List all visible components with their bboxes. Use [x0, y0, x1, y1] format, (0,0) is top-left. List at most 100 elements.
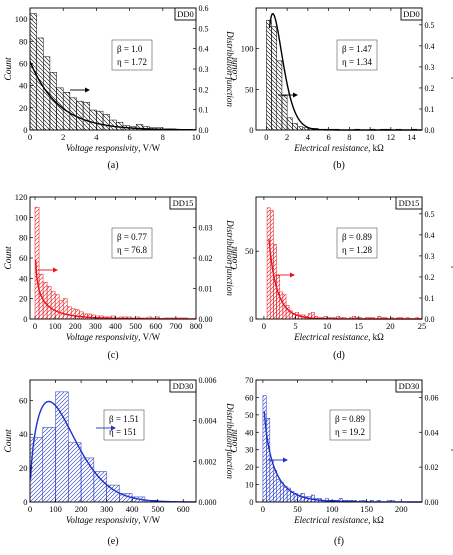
parameter-eta: η = 151	[109, 427, 137, 437]
x-tick-label: 700	[170, 321, 183, 331]
histogram-bar	[292, 123, 298, 131]
histogram-bar	[89, 109, 97, 131]
histogram-bar	[266, 207, 271, 320]
x-tick-label: 10	[366, 132, 375, 142]
plot-frame	[29, 379, 197, 503]
histogram-bar	[286, 117, 293, 131]
y2-tick-label: 0.0	[425, 315, 435, 324]
x-tick-label: 0	[264, 132, 268, 142]
y2-tick-label: 0.4	[425, 231, 435, 240]
parameter-eta: η = 19.2	[335, 427, 365, 437]
x-tick-label: 14	[407, 132, 416, 142]
x-axis-label: Voltage responsivity, V/W	[66, 332, 161, 342]
y-tick-label: 0	[249, 497, 253, 507]
histogram-bar	[80, 457, 95, 503]
y-tick-label: 20	[19, 463, 28, 473]
dataset-tag-box	[395, 379, 423, 393]
histogram-bar	[29, 437, 44, 503]
dataset-tag: DD30	[399, 381, 420, 391]
x-tick-label: 4	[94, 132, 99, 142]
y2-tick-label: 0.6	[199, 4, 209, 13]
dataset-tag: DD30	[173, 381, 194, 391]
y-tick-label: 40	[245, 427, 254, 437]
x-tick-label: 15	[355, 321, 364, 331]
dataset-tag: DD0	[403, 9, 420, 19]
parameter-box	[111, 39, 153, 71]
y2-tick-label: 0.3	[425, 63, 435, 72]
panel-caption: (e)	[107, 536, 118, 547]
right-axis-arrow-head	[293, 92, 298, 98]
parameter-eta: η = 76.8	[117, 245, 148, 255]
y2-tick-label: 0.3	[425, 252, 435, 261]
histogram-bars	[266, 207, 420, 320]
histogram-bar	[42, 427, 56, 503]
plot-frame	[255, 196, 423, 320]
histogram-bar	[75, 309, 80, 320]
right-axis-arrow-head	[283, 457, 288, 463]
parameter-eta: η = 1.28	[342, 245, 373, 255]
plot-frame	[255, 379, 423, 503]
chart-panel-c: 0 100 200 300 400 500 600 700 800 0 20 40 60 80 100 120…	[4, 192, 235, 361]
x-axis-label-unit: , kΩ	[368, 515, 384, 525]
x-tick-label: 200	[395, 504, 408, 514]
histogram-bar	[102, 114, 110, 131]
histogram-bar	[66, 306, 72, 320]
x-tick-label: 0	[28, 504, 32, 514]
y2-tick-label: 0.06	[425, 393, 439, 402]
chart-panel-f: 0 50 100 150 200 0 10 20 30 40 50 60 70 0.00 0.02 0.04 0…	[230, 375, 453, 547]
histogram-bar	[273, 470, 278, 503]
parameter-beta: β = 0.77	[117, 232, 147, 242]
parameter-beta: β = 1.51	[109, 414, 139, 424]
x-axis-label-quantity: Electrical resistance	[293, 332, 368, 342]
y-tick-label: 80	[19, 36, 28, 46]
x-tick-label: 0	[261, 504, 265, 514]
histogram-bar	[271, 26, 277, 131]
y-tick-label: 0	[23, 314, 27, 324]
histogram-bar	[71, 308, 76, 320]
histogram-bars	[29, 391, 158, 503]
x-axis-label-quantity: Electrical resistance	[293, 143, 368, 153]
x-tick-label: 50	[293, 504, 302, 514]
y-tick-label: 60	[245, 392, 254, 402]
y-axis-label: Count	[230, 429, 240, 453]
right-axis-arrow-head	[53, 267, 58, 273]
histogram-bar	[76, 100, 84, 131]
y2-tick-label: 0.2	[425, 84, 435, 93]
y-tick-label: 50	[245, 246, 254, 256]
x-tick-label: 2	[61, 132, 65, 142]
y2-tick-label: 0.4	[199, 45, 209, 54]
y2-tick-label: 0.00	[199, 315, 213, 324]
parameter-box	[111, 227, 153, 259]
right-axis-arrow-head	[290, 272, 295, 278]
x-tick-label: 600	[177, 504, 190, 514]
x-tick-label: 25	[418, 321, 427, 331]
y-tick-label: 100	[15, 14, 28, 24]
y2-axis-label: Distribution function	[225, 219, 235, 296]
y2-tick-label: 0.4	[425, 42, 435, 51]
x-tick-label: 100	[326, 504, 339, 514]
parameter-box	[103, 409, 145, 441]
y2-tick-label: 0.000	[199, 498, 217, 507]
histogram-bar	[58, 300, 64, 320]
x-tick-label: 0	[262, 321, 266, 331]
y-axis-label: Count	[4, 429, 14, 453]
histogram-bar	[269, 459, 274, 503]
y2-tick-label: 0.004	[199, 417, 217, 426]
histogram-bar	[29, 13, 37, 131]
y-tick-label: 10	[245, 480, 254, 490]
y-axis-label: Count	[230, 57, 240, 81]
chart-panel-e: 0 100 200 300 400 500 600 0 20 40 60 0.000 0.002 0.00…	[4, 376, 235, 547]
right-axis-arrow-head	[85, 87, 90, 93]
dataset-tag: DD0	[177, 9, 194, 19]
y2-tick-label: 0.04	[425, 428, 439, 437]
y2-tick-label: 0.01	[199, 285, 213, 294]
y2-tick-label: 0.00	[425, 498, 439, 507]
histogram-bar	[68, 442, 82, 503]
x-tick-label: 100	[49, 504, 62, 514]
x-tick-label: 12	[387, 132, 396, 142]
y-tick-label: 40	[19, 429, 28, 439]
y-tick-label: 120	[15, 192, 28, 202]
y2-axis-label: Distribution function	[225, 30, 235, 107]
